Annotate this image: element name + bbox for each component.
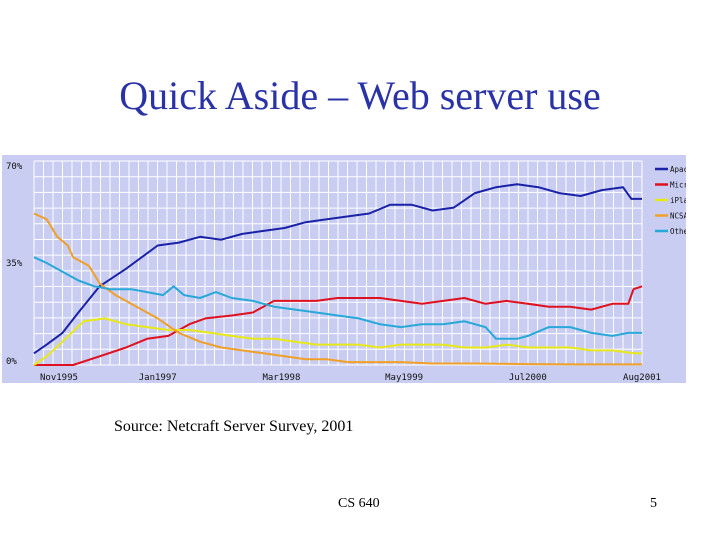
y-tick-label: 0% (6, 357, 17, 367)
series-line-microsoft (34, 285, 643, 366)
legend-label: Apache (670, 165, 686, 174)
chart-panel: 70% 35% 0% Nov1995 Jan1997 Mar1998 May1999 Jul2… (2, 155, 686, 383)
source-citation: Source: Netcraft Server Survey, 2001 (114, 418, 354, 435)
chart-legend: Apache Microsoft iPlanet NCSA Other (655, 165, 686, 236)
x-tick-label: Aug2001 (623, 373, 661, 383)
y-tick-label: 35% (6, 259, 23, 269)
chart-grid (33, 160, 643, 366)
series-line-iplanet (33, 317, 642, 366)
x-tick-label: Mar1998 (262, 373, 300, 383)
axis-labels: 70% 35% 0% Nov1995 Jan1997 Mar1998 May1999 Jul2… (6, 162, 661, 383)
series-line-other (33, 256, 642, 340)
legend-label: NCSA (670, 212, 686, 221)
series-line-apache (33, 183, 642, 355)
page-number: 5 (650, 496, 657, 511)
legend-label: Microsoft (670, 181, 686, 190)
series-lines (33, 183, 643, 366)
legend-label: iPlanet (670, 196, 686, 205)
slide-title: Quick Aside – Web server use (119, 73, 601, 118)
x-tick-label: Jul2000 (509, 373, 547, 383)
x-tick-label: Jan1997 (139, 373, 177, 383)
line-chart: 70% 35% 0% Nov1995 Jan1997 Mar1998 May1999 Jul2… (6, 160, 686, 383)
legend-label: Other (670, 227, 686, 236)
course-label: CS 640 (338, 496, 380, 511)
series-line-ncsa (33, 212, 642, 366)
y-tick-label: 70% (6, 162, 23, 172)
x-tick-label: May1999 (385, 373, 423, 383)
x-tick-label: Nov1995 (40, 373, 78, 383)
